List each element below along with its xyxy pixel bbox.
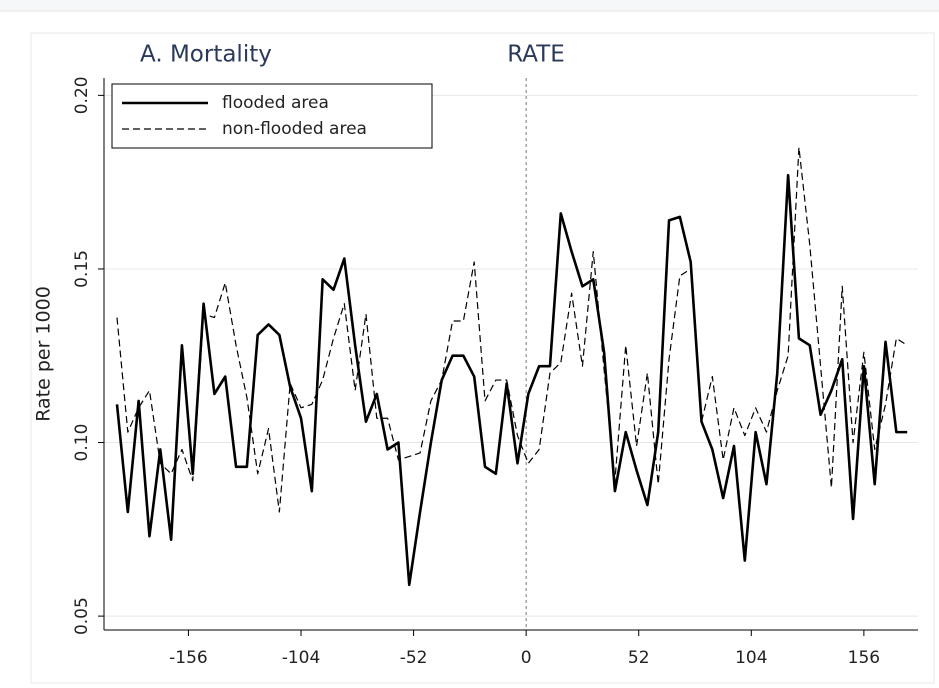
x-tick-label: -156	[169, 648, 208, 668]
y-tick-label: 0.20	[72, 76, 92, 114]
y-tick-label: 0.15	[72, 250, 92, 288]
header-band	[0, 0, 939, 11]
legend-label: non-flooded area	[222, 119, 367, 139]
y-tick-label: 0.10	[72, 424, 92, 462]
x-tick-label: -52	[400, 648, 428, 668]
series-line	[115, 173, 908, 587]
x-tick-label: 52	[628, 648, 650, 668]
x-tick-label: 156	[848, 648, 880, 668]
y-tick-label: 0.05	[72, 597, 92, 635]
series-line	[116, 146, 908, 513]
x-tick-label: 0	[521, 648, 532, 668]
chart-title: A. Mortality	[140, 42, 272, 68]
chart-subtitle: RATE	[507, 42, 565, 68]
legend-label: flooded area	[222, 93, 329, 113]
x-tick-label: -104	[282, 648, 321, 668]
legend-box	[111, 83, 433, 149]
y-axis-label: Rate per 1000	[33, 286, 55, 422]
x-tick-label: 104	[735, 648, 767, 668]
